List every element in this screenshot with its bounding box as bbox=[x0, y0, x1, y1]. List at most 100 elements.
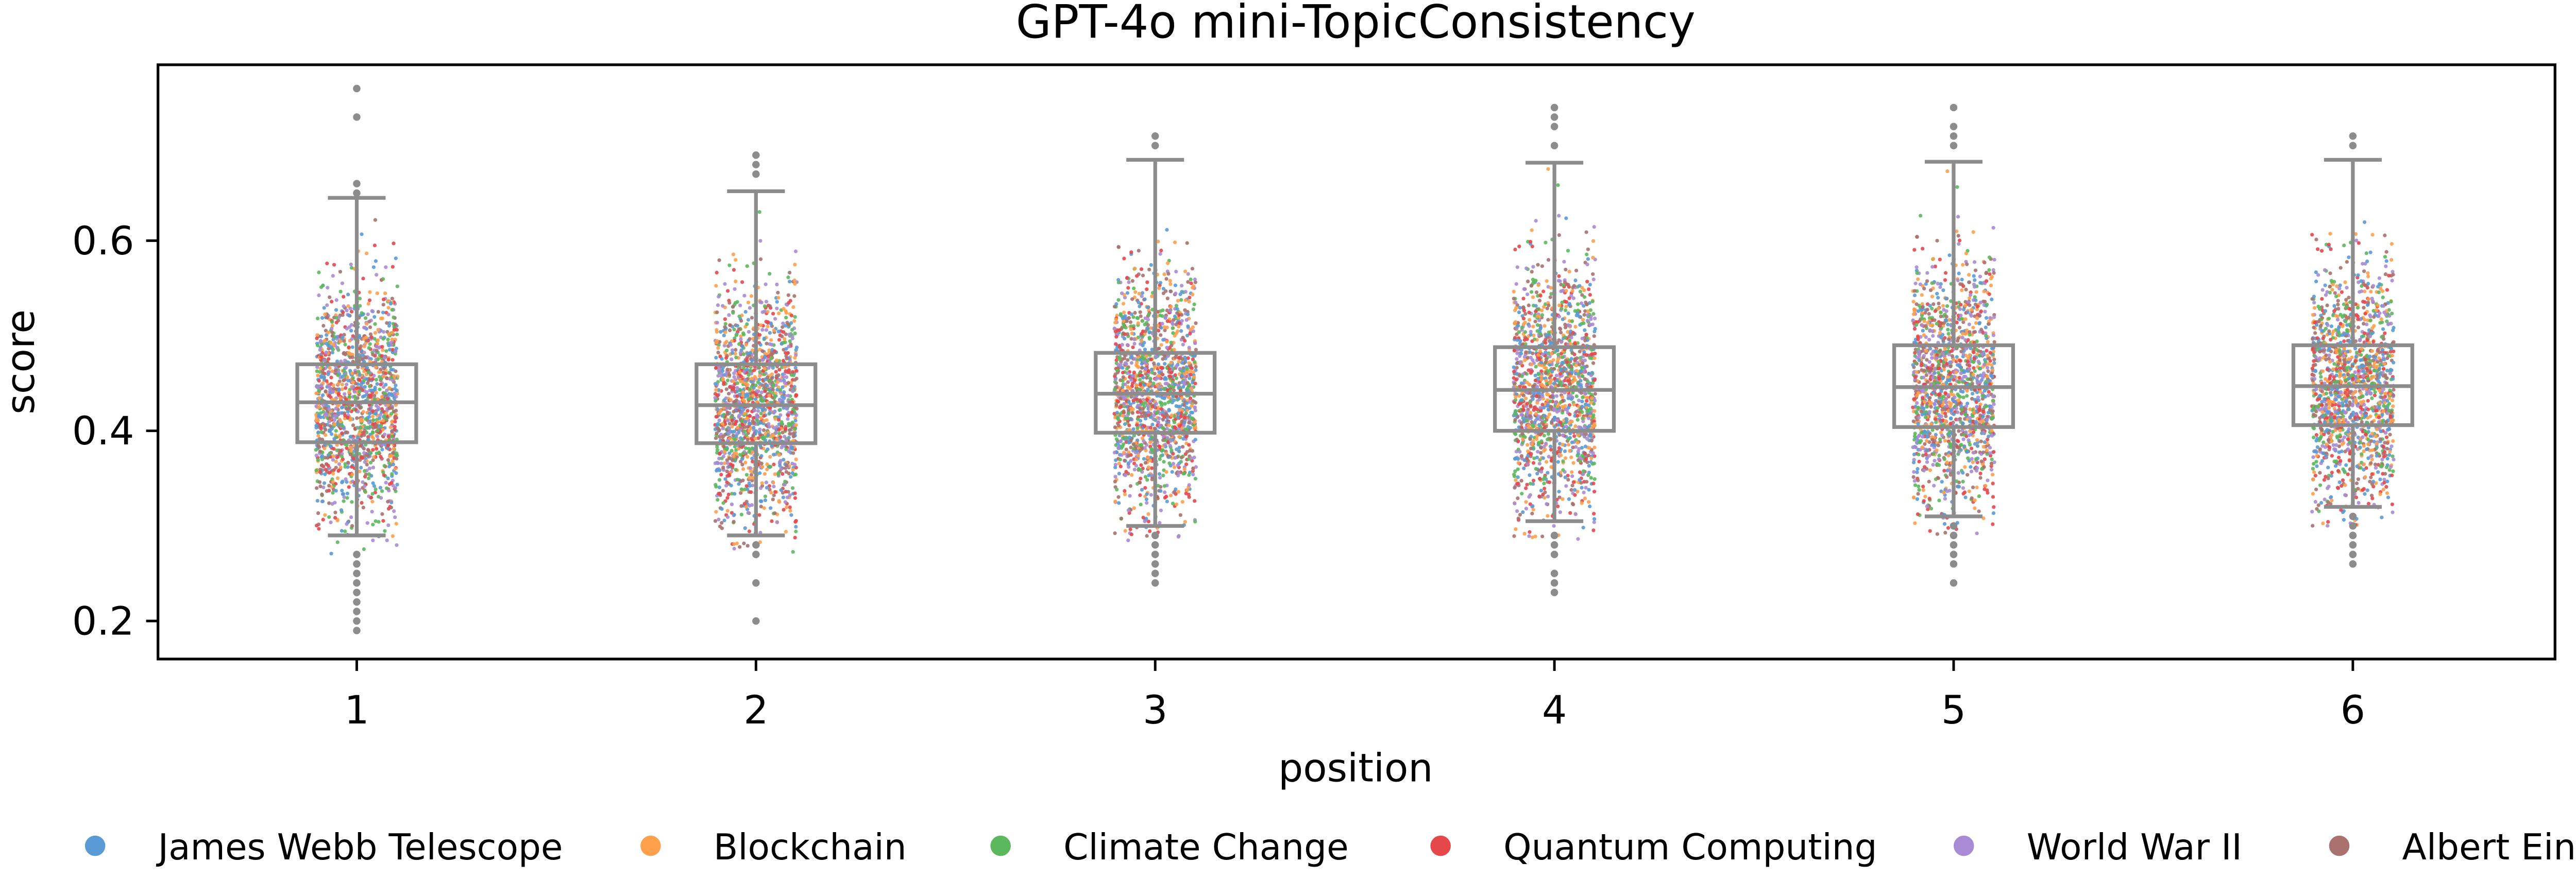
outlier-point bbox=[752, 617, 760, 625]
legend-label: Blockchain bbox=[714, 827, 907, 868]
outlier-point bbox=[2349, 560, 2357, 568]
legend-marker bbox=[84, 835, 106, 856]
box-position-3 bbox=[1094, 132, 1217, 587]
outlier-point bbox=[1550, 113, 1558, 121]
outlier-point bbox=[353, 589, 361, 596]
y-tick-label: 0.4 bbox=[72, 408, 134, 454]
y-axis: 0.2 0.4 0.6 bbox=[72, 218, 158, 644]
legend: James Webb Telescope Blockchain Climate Ch… bbox=[84, 827, 2576, 868]
legend-marker bbox=[1953, 835, 1974, 856]
legend-marker bbox=[640, 835, 661, 856]
outlier-point bbox=[1550, 541, 1558, 549]
outlier-point bbox=[353, 579, 361, 587]
legend-marker bbox=[2329, 835, 2350, 856]
plot-frame bbox=[157, 63, 2556, 661]
outlier-point bbox=[353, 598, 361, 606]
outlier-point bbox=[1950, 142, 1958, 149]
outlier-point bbox=[1950, 123, 1958, 131]
legend-item-5: World War II bbox=[1953, 827, 2242, 868]
legend-label: World War II bbox=[2027, 827, 2242, 868]
x-tick-label: 3 bbox=[1143, 687, 1167, 733]
legend-marker bbox=[1430, 835, 1451, 856]
outlier-point bbox=[752, 541, 760, 549]
outlier-point bbox=[1151, 531, 1159, 540]
outlier-point bbox=[752, 579, 760, 587]
outlier-point bbox=[353, 560, 361, 568]
box-plots bbox=[295, 84, 2414, 634]
outlier-point bbox=[353, 84, 361, 93]
outlier-point bbox=[752, 151, 760, 159]
outlier-point bbox=[1151, 560, 1159, 568]
x-tick-label: 6 bbox=[2341, 687, 2365, 733]
outlier-point bbox=[752, 170, 760, 178]
outlier-point bbox=[353, 180, 361, 187]
outlier-point bbox=[1151, 142, 1159, 149]
outlier-point bbox=[1550, 142, 1558, 149]
box-position-5 bbox=[1892, 103, 2015, 587]
strip-points-position-6 bbox=[2310, 220, 2396, 528]
legend-label: James Webb Telescope bbox=[156, 827, 563, 868]
y-tick-label: 0.6 bbox=[72, 218, 134, 264]
strip-points-position-1 bbox=[314, 218, 400, 556]
legend-item-2: Blockchain bbox=[640, 827, 907, 868]
legend-marker bbox=[990, 835, 1011, 856]
outlier-point bbox=[353, 550, 361, 558]
outlier-point bbox=[353, 189, 361, 197]
outlier-point bbox=[1550, 103, 1558, 112]
legend-item-1: James Webb Telescope bbox=[84, 827, 563, 868]
legend-item-3: Climate Change bbox=[990, 827, 1349, 868]
y-tick-label: 0.2 bbox=[72, 598, 134, 644]
legend-label: Climate Change bbox=[1063, 827, 1349, 868]
outlier-point bbox=[1550, 531, 1558, 540]
outlier-point bbox=[1950, 550, 1958, 558]
legend-label: Albert Einstein bbox=[2402, 827, 2576, 868]
outlier-point bbox=[1550, 570, 1558, 577]
outlier-point bbox=[752, 161, 760, 168]
box-position-1 bbox=[295, 84, 418, 634]
outlier-point bbox=[2349, 142, 2357, 149]
outlier-point bbox=[2349, 531, 2357, 540]
outlier-point bbox=[752, 550, 760, 558]
outlier-point bbox=[1950, 531, 1958, 540]
outlier-point bbox=[353, 627, 361, 634]
outlier-point bbox=[1550, 589, 1558, 596]
x-axis: 1 2 3 4 5 6 bbox=[344, 659, 2365, 733]
chart-title: GPT-4o mini-TopicConsistency bbox=[1016, 0, 1696, 48]
x-tick-label: 4 bbox=[1542, 687, 1567, 733]
outlier-point bbox=[1151, 132, 1159, 140]
outlier-point bbox=[353, 570, 361, 577]
x-tick-label: 5 bbox=[1941, 687, 1966, 733]
outlier-point bbox=[2349, 541, 2357, 549]
outlier-point bbox=[353, 113, 361, 121]
box-position-6 bbox=[2291, 132, 2414, 568]
outlier-point bbox=[1550, 550, 1558, 558]
outlier-point bbox=[1950, 522, 1958, 530]
x-tick-label: 2 bbox=[743, 687, 768, 733]
strip-points-position-2 bbox=[713, 210, 799, 557]
outlier-point bbox=[1950, 579, 1958, 587]
outlier-point bbox=[2349, 132, 2357, 140]
outlier-point bbox=[353, 617, 361, 625]
outlier-point bbox=[2349, 550, 2357, 558]
strip-points bbox=[314, 167, 2396, 557]
x-axis-label: position bbox=[1278, 745, 1433, 790]
box-position-4 bbox=[1493, 103, 1616, 596]
outlier-point bbox=[1950, 132, 1958, 140]
outlier-point bbox=[1950, 541, 1958, 549]
outlier-point bbox=[1151, 541, 1159, 549]
y-axis-label: score bbox=[0, 309, 43, 415]
outlier-point bbox=[1550, 579, 1558, 587]
legend-item-4: Quantum Computing bbox=[1430, 827, 1877, 868]
outlier-point bbox=[2349, 512, 2357, 521]
outlier-point bbox=[1550, 123, 1558, 131]
outlier-point bbox=[1151, 579, 1159, 587]
outlier-point bbox=[1151, 570, 1159, 577]
x-tick-label: 1 bbox=[344, 687, 369, 733]
outlier-point bbox=[1950, 560, 1958, 568]
box-position-2 bbox=[694, 151, 818, 625]
legend-label: Quantum Computing bbox=[1503, 827, 1877, 868]
outlier-point bbox=[1151, 550, 1159, 558]
outlier-point bbox=[353, 608, 361, 615]
legend-item-6: Albert Einstein bbox=[2329, 827, 2576, 868]
